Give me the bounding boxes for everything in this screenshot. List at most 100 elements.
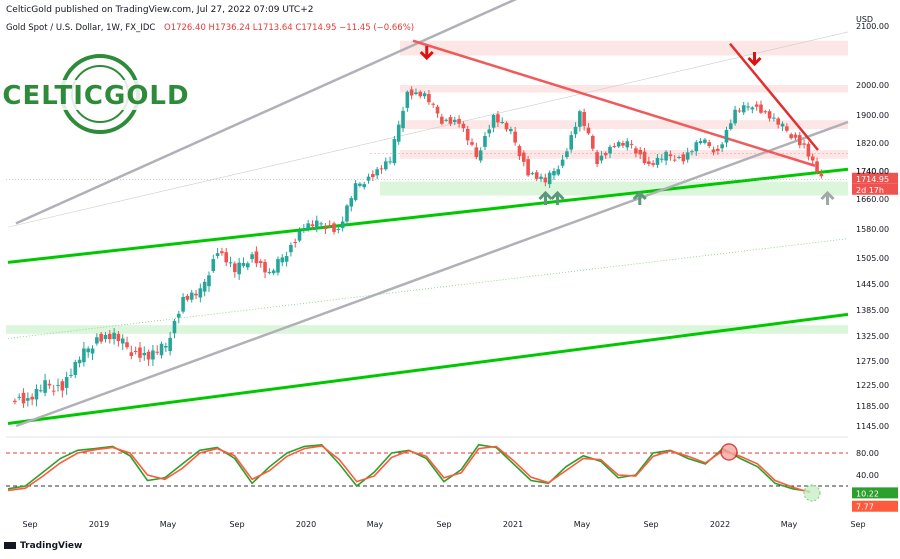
channel-line-upper — [15, 0, 518, 225]
candle-body — [427, 94, 431, 103]
y-tick-label: 1660.00 — [856, 195, 889, 204]
candle-body — [142, 353, 147, 356]
channel-faint-line — [7, 31, 849, 228]
candle-body — [573, 126, 578, 135]
candle-body — [194, 293, 198, 296]
candle-body — [750, 107, 755, 110]
candle-body — [474, 147, 479, 157]
x-tick-label: Sep — [643, 520, 658, 529]
candle-body — [345, 205, 349, 222]
candle-body — [95, 337, 99, 344]
candle-body — [797, 135, 802, 146]
candle-body — [526, 159, 530, 176]
candle-body — [276, 259, 280, 273]
candle-body — [181, 297, 185, 312]
candle-body — [496, 114, 500, 123]
candle-body — [323, 227, 328, 229]
resistance-zone-3 — [400, 150, 848, 159]
candle-body — [383, 161, 388, 170]
candle-body — [112, 332, 116, 340]
candle-body — [82, 348, 86, 363]
candle-body — [668, 154, 673, 157]
candle-body — [56, 384, 60, 386]
y-tick-label: 2100.00 — [856, 22, 889, 31]
candle-body — [77, 359, 82, 364]
candle-body — [651, 163, 655, 165]
candle-body — [612, 146, 617, 148]
resistance-zone-2 — [400, 120, 848, 129]
candle-body — [608, 146, 612, 154]
stoch-k-value: 10.22 — [856, 489, 879, 498]
y-tick-label: 1145.00 — [856, 422, 889, 431]
candle-body — [448, 117, 453, 124]
candle-body — [366, 176, 371, 181]
candle-body — [703, 139, 707, 143]
x-tick-label: Sep — [850, 520, 865, 529]
currency-label: USD — [856, 15, 873, 24]
candle-body — [444, 119, 448, 121]
candle-body — [772, 117, 776, 119]
candle-body — [789, 134, 793, 139]
candle-body — [349, 198, 354, 207]
candle-body — [133, 351, 138, 352]
extra-tick-label: 1740.00 — [856, 167, 889, 176]
arrow-up-support-0 — [538, 190, 553, 205]
y-tick-label: 1505.00 — [856, 254, 889, 263]
candle-body — [793, 134, 798, 138]
candle-body — [685, 152, 690, 160]
arrow-down-2022-high — [747, 52, 762, 67]
candle-body — [478, 150, 483, 161]
candle-body — [578, 111, 582, 127]
candle-body — [284, 256, 289, 262]
candle-body — [34, 388, 39, 400]
candle-body — [414, 92, 418, 94]
celticgold-logo: CELTICGOLD — [2, 54, 189, 134]
support-zone-0 — [380, 181, 848, 196]
stoch-high-marker — [720, 443, 738, 461]
support-dotted-1 — [7, 238, 849, 339]
candle-body — [138, 347, 142, 358]
candle-body — [396, 124, 401, 142]
stoch-y-tick: 80.00 — [856, 449, 879, 458]
candle-body — [245, 263, 250, 268]
y-tick-label: 1820.00 — [856, 139, 889, 148]
candle-body — [638, 150, 643, 155]
candle-body — [327, 225, 332, 227]
candle-body — [707, 142, 712, 146]
candle-body — [358, 183, 362, 186]
y-tick-label: 1445.00 — [856, 280, 889, 289]
candle-body — [815, 161, 819, 173]
candle-body — [379, 168, 384, 170]
candle-body — [146, 351, 151, 360]
candle-body — [534, 172, 539, 179]
candle-body — [724, 129, 729, 143]
candle-body — [634, 148, 638, 154]
candle-body — [297, 231, 302, 241]
candle-body — [64, 377, 69, 388]
candle-body — [422, 93, 427, 97]
candle-body — [405, 91, 410, 108]
brand-label: TradingView — [20, 541, 83, 551]
candle-body — [500, 122, 505, 123]
candle-body — [90, 348, 95, 354]
candle-body — [677, 157, 681, 158]
candle-body — [250, 254, 254, 259]
candle-body — [129, 352, 134, 356]
candle-body — [690, 151, 694, 153]
stoch-y-tick: 40.00 — [856, 471, 879, 480]
stoch-low-marker — [803, 484, 821, 502]
tradingview-logo-icon — [4, 542, 16, 549]
candle-body — [332, 223, 336, 232]
candle-body — [202, 281, 207, 292]
candle-body — [155, 351, 160, 353]
candle-body — [621, 143, 625, 146]
candle-body — [336, 229, 341, 230]
candle-body — [319, 223, 323, 225]
support-zone-low — [6, 325, 848, 334]
candle-body — [233, 263, 237, 273]
candle-body — [513, 131, 517, 143]
candle-body — [694, 142, 699, 152]
candle-body — [595, 152, 599, 164]
candle-body — [599, 155, 604, 161]
candle-body — [211, 259, 216, 271]
